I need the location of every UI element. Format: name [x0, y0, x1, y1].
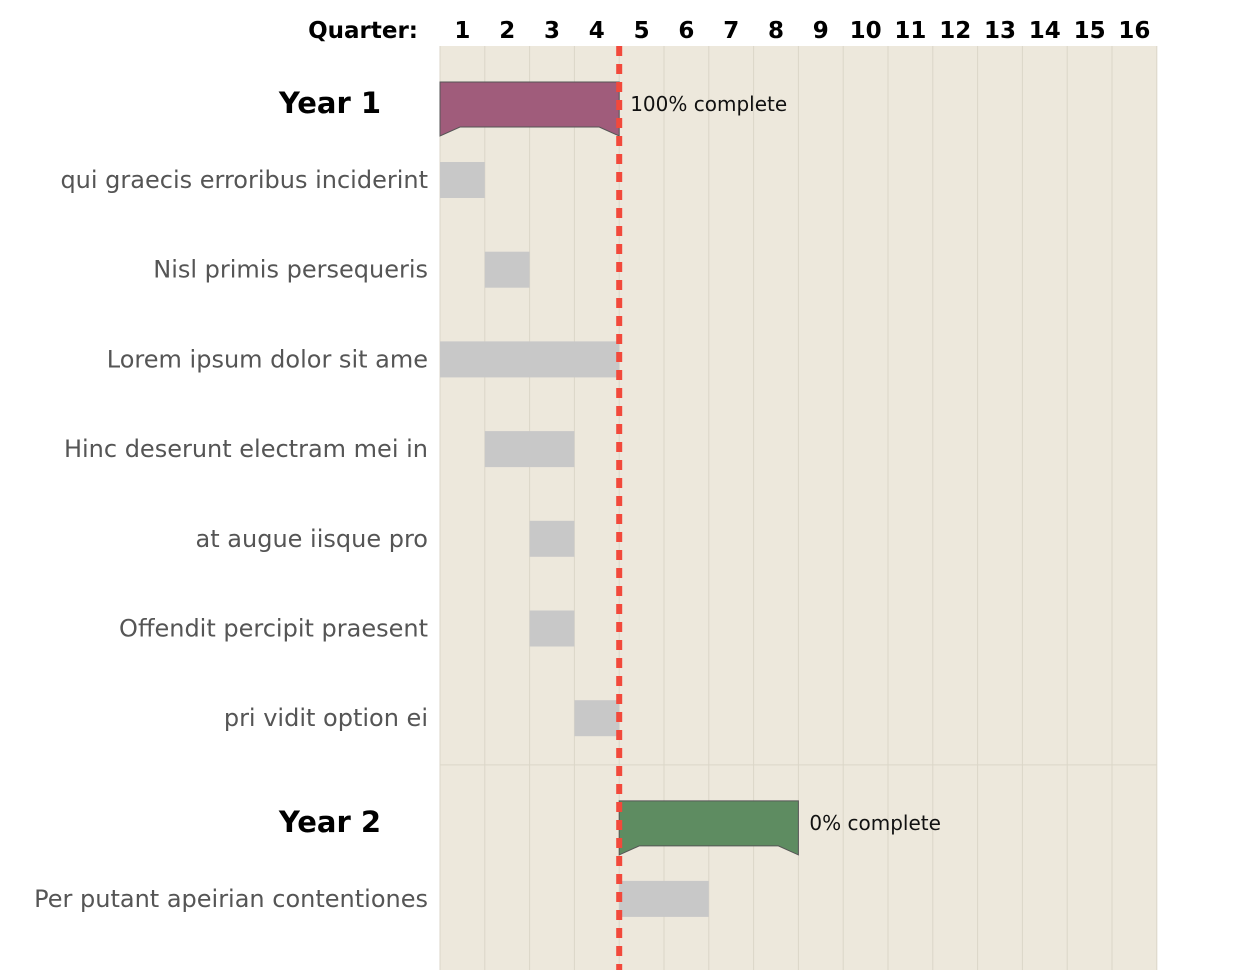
task-label: Nisl primis persequeris — [153, 256, 428, 284]
group-complete-label: 100% complete — [630, 92, 787, 116]
quarter-tick-label: 1 — [454, 18, 470, 44]
task-label: qui graecis erroribus inciderint — [60, 166, 428, 194]
group-label: Year 1 — [278, 86, 381, 120]
quarter-tick-label: 8 — [768, 18, 784, 44]
task-bar — [484, 251, 530, 288]
task-bar — [529, 520, 575, 557]
group-complete-label: 0% complete — [809, 811, 941, 835]
quarter-tick-label: 11 — [894, 18, 926, 44]
quarter-tick-label: 13 — [984, 18, 1016, 44]
quarter-tick-label: 4 — [589, 18, 605, 44]
quarter-tick-label: 12 — [939, 18, 971, 44]
task-bar — [529, 610, 575, 647]
quarter-tick-label: 5 — [634, 18, 650, 44]
task-bar — [574, 700, 620, 737]
quarter-tick-label: 16 — [1118, 18, 1150, 44]
task-label: Lorem ipsum dolor sit ame — [107, 345, 428, 373]
task-bar — [484, 431, 575, 468]
quarter-tick-label: 7 — [723, 18, 739, 44]
task-label: Per putant apeirian contentiones — [34, 885, 428, 913]
task-label: Hinc deserunt electram mei in — [64, 435, 428, 463]
quarter-tick-label: 15 — [1074, 18, 1106, 44]
quarter-tick-label: 10 — [850, 18, 882, 44]
group-label: Year 2 — [278, 805, 381, 839]
task-bar — [440, 162, 485, 198]
quarter-tick-label: 3 — [544, 18, 560, 44]
task-label: Offendit percipit praesent — [119, 615, 428, 643]
task-label: at augue iisque pro — [196, 525, 428, 553]
task-label: pri vidit option ei — [224, 704, 428, 732]
quarter-tick-label: 6 — [678, 18, 694, 44]
quarter-tick-label: 14 — [1029, 18, 1061, 44]
task-bar — [619, 880, 709, 917]
quarter-tick-label: 2 — [499, 18, 515, 44]
group-summary-bar — [618, 800, 799, 856]
quarter-tick-label: 9 — [813, 18, 829, 44]
task-bar — [440, 341, 620, 378]
grid-layer — [439, 46, 1158, 970]
quarter-header-label: Quarter: — [308, 18, 418, 44]
